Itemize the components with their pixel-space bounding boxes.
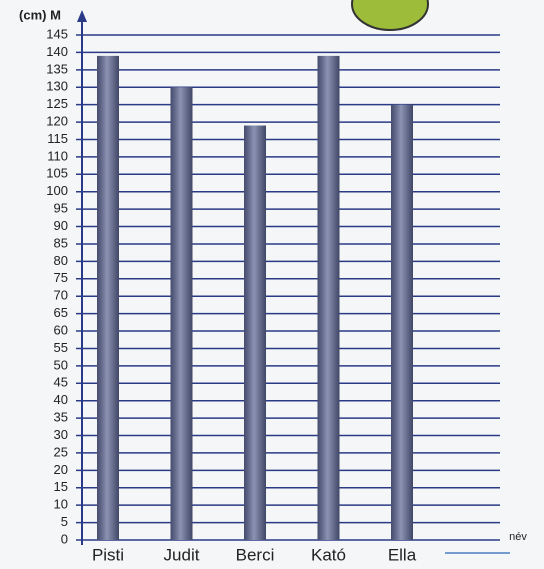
y-tick-label: 130 <box>46 79 68 94</box>
x-tick-label: Ella <box>388 545 417 564</box>
bar-shade <box>170 87 193 540</box>
y-tick-label: 85 <box>54 235 68 250</box>
y-tick-label: 5 <box>61 514 68 529</box>
y-tick-label: 30 <box>54 427 68 442</box>
y-tick-label: 120 <box>46 114 68 129</box>
x-tick-label: Judit <box>164 545 200 564</box>
bar-shade <box>97 55 119 541</box>
y-axis-arrow <box>77 10 87 22</box>
y-tick-label: 65 <box>54 305 68 320</box>
y-tick-label: 55 <box>54 340 68 355</box>
x-tick-label: Pisti <box>92 545 124 564</box>
x-axis-label: név <box>509 531 527 543</box>
y-axis-label: (cm) M <box>19 7 61 22</box>
y-tick-label: 70 <box>54 288 68 303</box>
y-tick-label: 10 <box>54 497 68 512</box>
y-tick-label: 45 <box>54 375 68 390</box>
y-tick-label: 95 <box>54 201 68 216</box>
bar-shade <box>244 125 266 540</box>
y-tick-label: 20 <box>54 462 68 477</box>
y-tick-label: 60 <box>54 322 68 337</box>
y-tick-label: 105 <box>46 166 68 181</box>
y-tick-label: 0 <box>61 531 68 546</box>
decoration <box>351 0 429 31</box>
y-tick-label: 50 <box>54 357 68 372</box>
y-tick-label: 135 <box>46 61 68 76</box>
y-tick-label: 75 <box>54 270 68 285</box>
y-tick-label: 110 <box>47 148 68 163</box>
x-tick-label: Berci <box>236 545 275 564</box>
y-tick-label: 90 <box>54 218 68 233</box>
y-tick-label: 115 <box>47 131 68 146</box>
bar-shade <box>317 55 340 541</box>
y-tick-label: 80 <box>54 253 68 268</box>
y-tick-label: 145 <box>46 26 68 41</box>
y-tick-label: 40 <box>54 392 68 407</box>
y-tick-label: 140 <box>46 44 68 59</box>
y-tick-label: 125 <box>46 96 68 111</box>
y-tick-label: 25 <box>54 444 68 459</box>
y-tick-label: 100 <box>46 183 68 198</box>
bar-shade <box>391 104 413 540</box>
x-tick-label: Kató <box>311 545 346 564</box>
y-tick-label: 35 <box>54 410 68 425</box>
y-tick-label: 15 <box>54 479 68 494</box>
